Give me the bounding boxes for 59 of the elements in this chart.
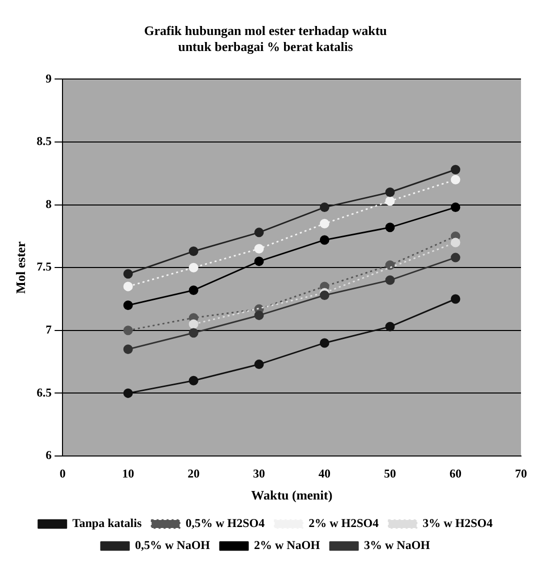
point bbox=[450, 252, 460, 262]
point bbox=[450, 202, 460, 212]
legend-label: 3% w NaOH bbox=[364, 538, 431, 552]
point bbox=[320, 218, 330, 228]
point bbox=[188, 262, 198, 272]
point bbox=[254, 360, 264, 370]
legend-label: 3% w H2SO4 bbox=[422, 516, 493, 530]
y-tick-label: 7.5 bbox=[36, 260, 52, 274]
legend-label: 2% w H2SO4 bbox=[308, 516, 379, 530]
y-tick-label: 6.5 bbox=[36, 385, 52, 400]
point bbox=[188, 376, 198, 386]
point bbox=[450, 164, 460, 174]
y-tick-label: 9 bbox=[46, 71, 52, 86]
point bbox=[188, 328, 198, 338]
point bbox=[188, 285, 198, 295]
point bbox=[123, 282, 133, 292]
point bbox=[450, 294, 460, 304]
point bbox=[188, 319, 198, 329]
y-tick-label: 8.5 bbox=[36, 134, 52, 148]
x-tick-label: 30 bbox=[253, 466, 266, 480]
point bbox=[450, 238, 460, 248]
y-tick-label: 6 bbox=[46, 448, 52, 462]
x-tick-label: 40 bbox=[318, 466, 331, 480]
point bbox=[320, 202, 330, 212]
y-tick-label: 7 bbox=[46, 322, 52, 336]
point bbox=[385, 196, 395, 206]
point bbox=[123, 344, 133, 354]
point bbox=[385, 260, 395, 270]
x-tick-label: 0 bbox=[60, 466, 66, 480]
legend-label: 0,5% w H2SO4 bbox=[186, 516, 265, 530]
point bbox=[254, 244, 264, 254]
point bbox=[450, 174, 460, 184]
point bbox=[385, 322, 395, 332]
point bbox=[320, 338, 330, 348]
y-axis-title: Mol ester bbox=[13, 241, 28, 294]
point bbox=[188, 246, 198, 256]
point bbox=[123, 269, 133, 279]
chart-title: Grafik hubungan mol ester terhadap waktu untuk berbagai % berat katalis bbox=[144, 23, 387, 54]
x-axis-title: Waktu (menit) bbox=[251, 488, 332, 503]
legend-label: 2% w NaOH bbox=[254, 538, 321, 552]
x-tick-label: 10 bbox=[122, 466, 134, 480]
point bbox=[320, 290, 330, 300]
point bbox=[123, 388, 133, 398]
point bbox=[385, 275, 395, 285]
legend-label: Tanpa katalis bbox=[72, 516, 142, 530]
legend-label: 0,5% w NaOH bbox=[135, 538, 211, 552]
point bbox=[320, 235, 330, 245]
y-tick-label: 8 bbox=[46, 196, 52, 211]
point bbox=[254, 256, 264, 266]
point bbox=[123, 326, 133, 336]
point bbox=[254, 228, 264, 238]
point bbox=[385, 187, 395, 197]
point bbox=[123, 300, 133, 310]
x-tick-label: 20 bbox=[188, 466, 200, 480]
x-tick-label: 50 bbox=[384, 466, 396, 480]
point bbox=[385, 222, 395, 232]
x-tick-label: 70 bbox=[515, 466, 527, 480]
x-tick-label: 60 bbox=[450, 466, 462, 480]
point bbox=[254, 310, 264, 320]
